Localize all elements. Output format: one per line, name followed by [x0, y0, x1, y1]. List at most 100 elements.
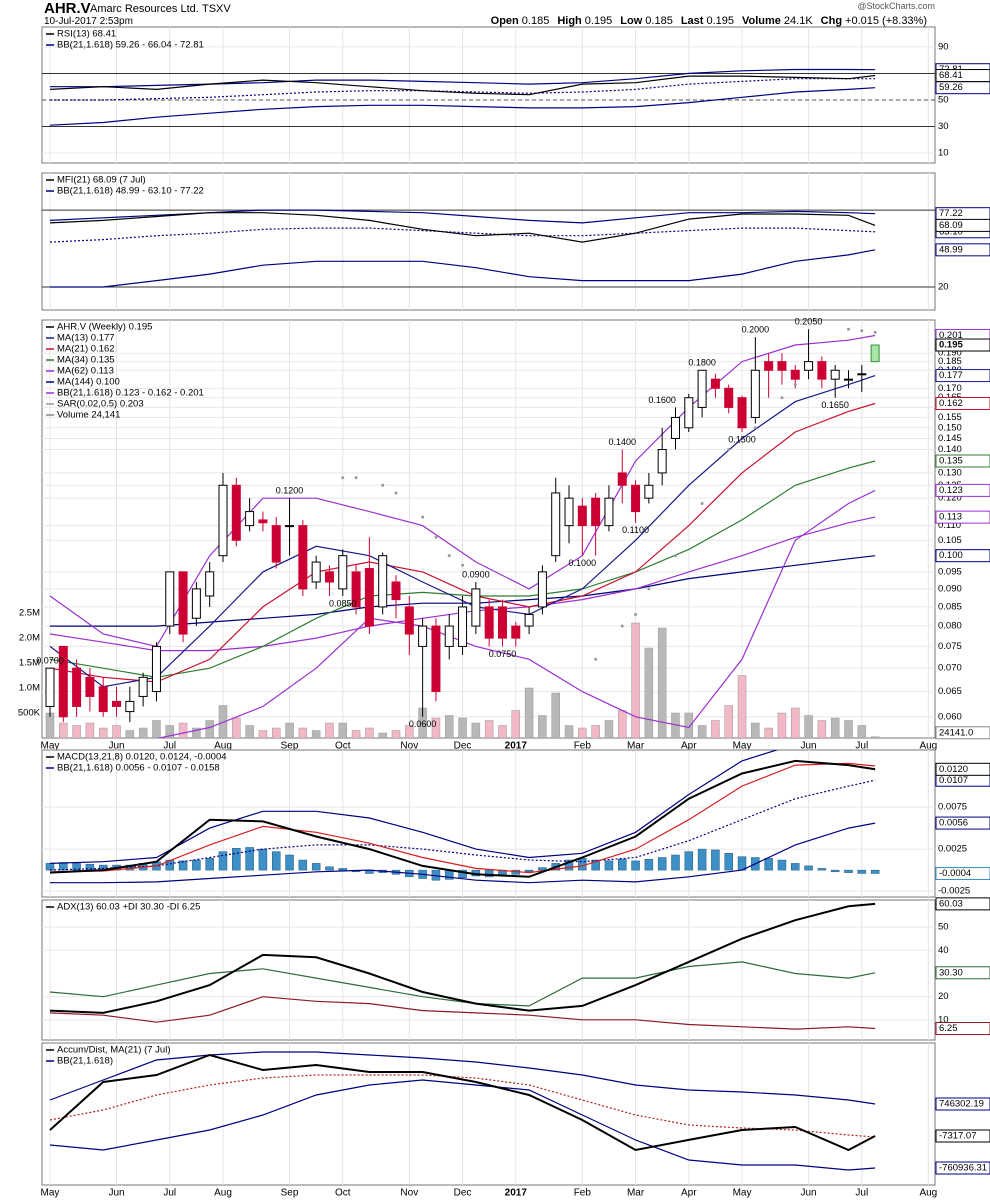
candle-body	[471, 588, 481, 627]
quote-value: 0.185	[521, 15, 550, 27]
quote: Open 0.185 High 0.195 Low 0.185 Last 0.195 Volum…	[491, 15, 935, 27]
x-tick-label: Jun	[801, 741, 817, 752]
histogram-bar	[271, 851, 281, 871]
x-tick-label: Aug	[214, 741, 232, 752]
value-tag	[935, 549, 990, 563]
candle-body	[604, 497, 614, 527]
y-tick-label: 0.130	[938, 467, 962, 478]
volume-bar	[498, 725, 507, 738]
y-tick-label: 0.060	[938, 711, 962, 722]
candle-body	[458, 606, 468, 647]
symbol: AHR.V	[44, 0, 91, 17]
candle-body	[644, 484, 654, 499]
volume-bar	[311, 730, 321, 738]
sar-dot	[700, 501, 704, 505]
legend-label: SAR(0.02,0.5) 0.203	[57, 399, 144, 410]
candle-body	[364, 568, 374, 627]
volume-bar	[857, 725, 867, 738]
volume-bar	[791, 707, 800, 738]
y-tick-label: 0.150	[938, 422, 962, 433]
histogram-bar	[657, 857, 667, 871]
candle-body	[191, 588, 201, 619]
x-tick-label: Jul	[855, 741, 868, 752]
volume-bar	[338, 722, 348, 738]
volume-bar	[844, 720, 853, 738]
value-tag	[935, 1022, 990, 1036]
histogram-bar	[857, 869, 867, 874]
candle-body	[98, 686, 108, 713]
histogram-bar	[232, 848, 241, 871]
value-tag	[935, 338, 990, 352]
histogram-bar	[618, 858, 627, 871]
plot	[42, 750, 935, 897]
candle-body	[750, 369, 760, 418]
price-annotation: 0.1000	[569, 558, 597, 568]
histogram-bar	[724, 853, 733, 871]
volume-bar	[85, 722, 95, 738]
histogram-bar	[711, 849, 720, 871]
histogram-bar	[604, 860, 614, 871]
histogram-bar	[524, 869, 534, 873]
x-tick-label: Apr	[681, 1188, 697, 1199]
volume-bar	[764, 727, 773, 738]
value-tag	[935, 816, 990, 830]
histogram-bar	[578, 858, 587, 871]
price-annotation: 0.1600	[648, 395, 676, 405]
x-tick-label: Mar	[627, 741, 645, 752]
legend-label: MFI(21) 68.09 (7 Jul)	[57, 175, 146, 186]
x-tick-label: Sep	[281, 741, 299, 752]
y-tick-label: 50	[938, 94, 949, 105]
sar-dot	[846, 327, 850, 331]
value-tag-label: 59.26	[939, 82, 963, 93]
histogram-bar	[684, 851, 694, 871]
candle-body	[125, 700, 135, 713]
volume-bar	[830, 717, 840, 738]
volume-bar	[737, 675, 747, 738]
candle-body	[151, 645, 161, 693]
x-tick-label: May	[41, 741, 60, 752]
candle-body	[444, 625, 454, 647]
histogram-bar	[591, 859, 600, 871]
legend-label: MA(21) 0.162	[57, 344, 115, 355]
candle-body	[138, 676, 148, 697]
sar-dot	[394, 491, 398, 495]
candle-body	[324, 571, 334, 583]
line	[49, 1074, 876, 1138]
volume-bar	[524, 687, 534, 738]
line	[49, 74, 876, 96]
volume-bar	[684, 712, 694, 738]
plot	[49, 1043, 929, 1185]
y-tick-label: 30	[938, 121, 949, 132]
x-tick-label: May	[733, 741, 752, 752]
candle-body	[178, 571, 188, 635]
histogram-bar	[791, 863, 800, 871]
value-tag	[935, 243, 990, 257]
y-tick-label: 10	[938, 148, 949, 159]
x-tick-label: Mar	[627, 1188, 645, 1199]
price-annotation: 0.2050	[795, 317, 823, 327]
y-tick-label: 0.155	[938, 412, 962, 423]
x-tick-label: 2017	[505, 1188, 528, 1199]
candle-body	[511, 625, 521, 639]
line	[49, 1079, 876, 1171]
legend-label: BB(21,1.618) 48.99 - 63.10 - 77.22	[57, 186, 204, 197]
sar-dot	[727, 448, 731, 452]
histogram-bar	[538, 867, 547, 871]
volume-bar	[564, 725, 574, 738]
x-tick-label: May	[41, 1188, 60, 1199]
quote-value: 0.195	[706, 15, 734, 27]
candle-body	[843, 378, 853, 381]
header: AHR.V Amarc Resources Ltd. TSXV 10-Jul-2…	[0, 0, 990, 30]
y-tick-label: 0.0025	[938, 844, 967, 855]
candle-body	[710, 378, 720, 389]
y-tick-label: -0.0025	[938, 886, 970, 897]
y-tick-label: 10	[938, 1014, 949, 1025]
volume-bar	[724, 705, 733, 738]
y-tick-label: 0.090	[938, 583, 962, 594]
price-annotation: 0.1200	[276, 486, 304, 496]
histogram-bar	[830, 869, 840, 873]
sar-dot	[634, 612, 638, 616]
volume-bar	[391, 730, 401, 738]
